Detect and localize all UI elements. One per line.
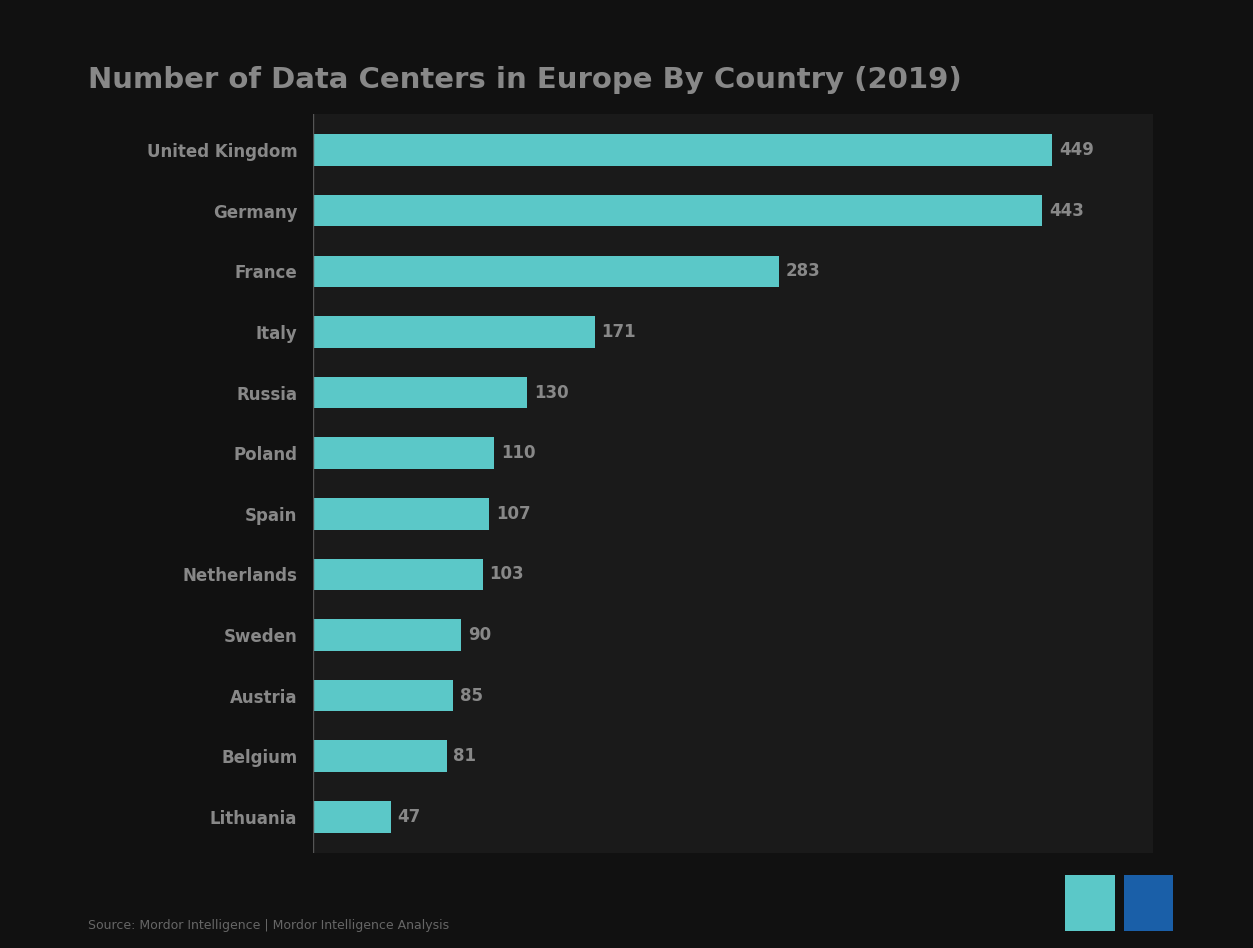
Bar bbox=[313, 317, 595, 348]
Bar bbox=[313, 801, 391, 832]
Text: 449: 449 bbox=[1059, 141, 1094, 159]
Text: 103: 103 bbox=[490, 565, 524, 583]
Text: 107: 107 bbox=[496, 504, 530, 522]
Text: 443: 443 bbox=[1049, 202, 1084, 220]
Bar bbox=[1124, 875, 1173, 931]
Bar bbox=[1065, 875, 1115, 931]
Text: 47: 47 bbox=[397, 808, 421, 826]
Bar bbox=[313, 256, 779, 287]
Bar bbox=[313, 376, 528, 409]
Bar bbox=[313, 558, 482, 591]
Text: 90: 90 bbox=[467, 626, 491, 644]
Text: 283: 283 bbox=[786, 263, 821, 281]
Text: 81: 81 bbox=[454, 747, 476, 765]
Text: 110: 110 bbox=[501, 445, 535, 463]
Text: Source: Mordor Intelligence | Mordor Intelligence Analysis: Source: Mordor Intelligence | Mordor Int… bbox=[88, 919, 449, 932]
Bar bbox=[313, 680, 454, 711]
Text: Number of Data Centers in Europe By Country (2019): Number of Data Centers in Europe By Coun… bbox=[88, 66, 961, 95]
Bar bbox=[313, 437, 495, 469]
Bar bbox=[313, 619, 461, 650]
Bar bbox=[313, 135, 1053, 166]
Bar bbox=[313, 195, 1042, 227]
Text: 130: 130 bbox=[534, 384, 569, 402]
Text: 85: 85 bbox=[460, 686, 482, 704]
Text: 171: 171 bbox=[601, 323, 637, 341]
Bar bbox=[313, 498, 490, 530]
Bar bbox=[313, 740, 446, 772]
